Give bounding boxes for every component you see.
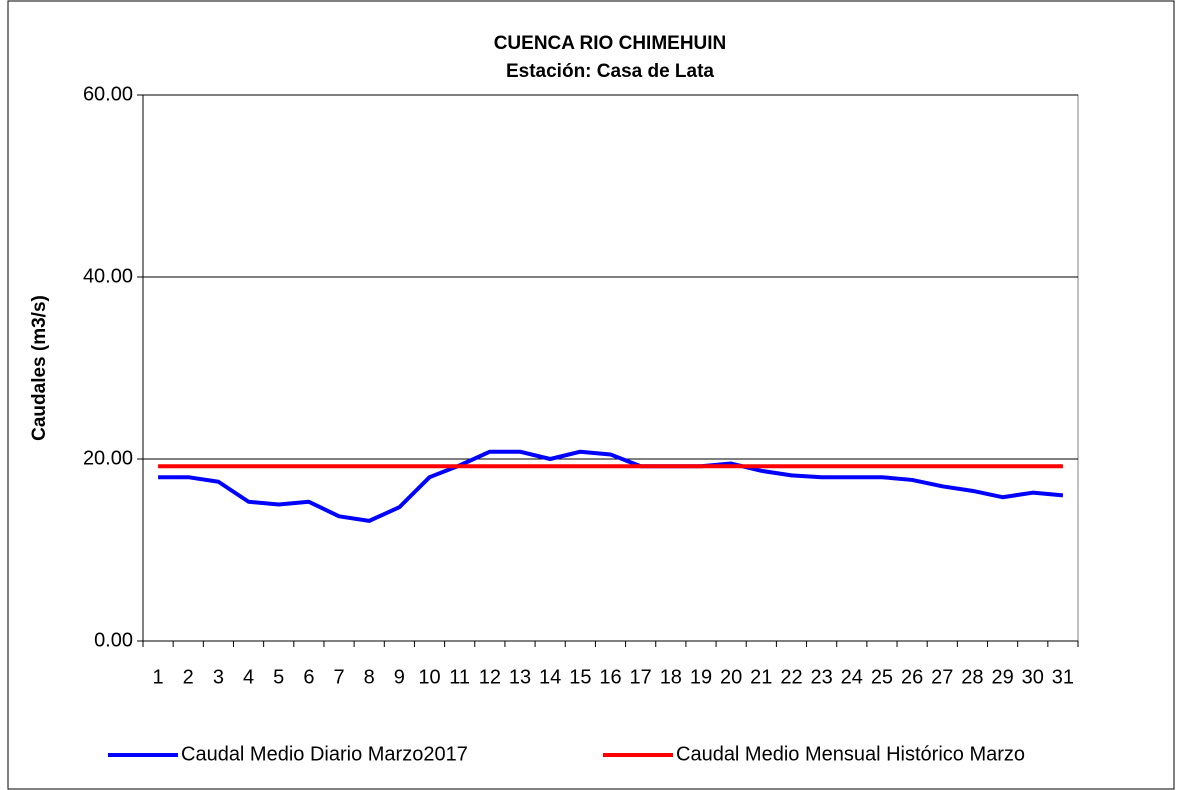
x-tick-label: 11	[449, 666, 470, 688]
x-tick-label: 30	[1022, 666, 1044, 688]
x-tick-label: 8	[364, 666, 375, 688]
x-tick-label: 3	[213, 666, 224, 688]
plot-area	[142, 94, 1079, 642]
x-tick-label: 17	[630, 666, 652, 688]
x-tick-label: 9	[394, 666, 405, 688]
x-tick-label: 16	[599, 666, 621, 688]
x-tick-label: 18	[660, 666, 682, 688]
x-tick-label: 27	[931, 666, 953, 688]
legend-label: Caudal Medio Diario Marzo2017	[181, 743, 468, 765]
x-tick-label: 25	[871, 666, 893, 688]
x-tick-label: 2	[183, 666, 194, 688]
x-tick-label: 1	[153, 666, 164, 688]
x-tick-label: 14	[539, 666, 561, 688]
x-tick-label: 4	[243, 666, 254, 688]
x-tick-label: 22	[780, 666, 802, 688]
y-tick-label: 0.00	[94, 629, 133, 651]
x-tick-label: 19	[690, 666, 712, 688]
x-tick-label: 15	[569, 666, 591, 688]
x-tick-label: 10	[418, 666, 440, 688]
x-tick-label: 13	[509, 666, 531, 688]
y-tick-label: 20.00	[83, 447, 133, 469]
legend-label: Caudal Medio Mensual Histórico Marzo	[676, 743, 1025, 765]
y-axis-label: Caudales (m3/s)	[29, 295, 50, 441]
x-tick-label: 24	[841, 666, 863, 688]
x-tick-label: 7	[333, 666, 344, 688]
x-tick-label: 31	[1052, 666, 1074, 688]
x-tick-label: 6	[303, 666, 314, 688]
x-tick-label: 21	[750, 666, 772, 688]
x-tick-label: 20	[720, 666, 742, 688]
chart-subtitle: Estación: Casa de Lata	[506, 61, 714, 82]
x-tick-label: 29	[991, 666, 1013, 688]
x-tick-label: 28	[961, 666, 983, 688]
y-tick-label: 60.00	[83, 83, 133, 105]
chart-title: CUENCA RIO CHIMEHUIN	[494, 33, 727, 54]
y-tick-label: 40.00	[83, 265, 133, 287]
series-line	[158, 449, 1064, 523]
x-tick-label: 12	[479, 666, 501, 688]
x-tick-label: 26	[901, 666, 923, 688]
x-tick-label: 5	[273, 666, 284, 688]
x-tick-label: 23	[811, 666, 833, 688]
